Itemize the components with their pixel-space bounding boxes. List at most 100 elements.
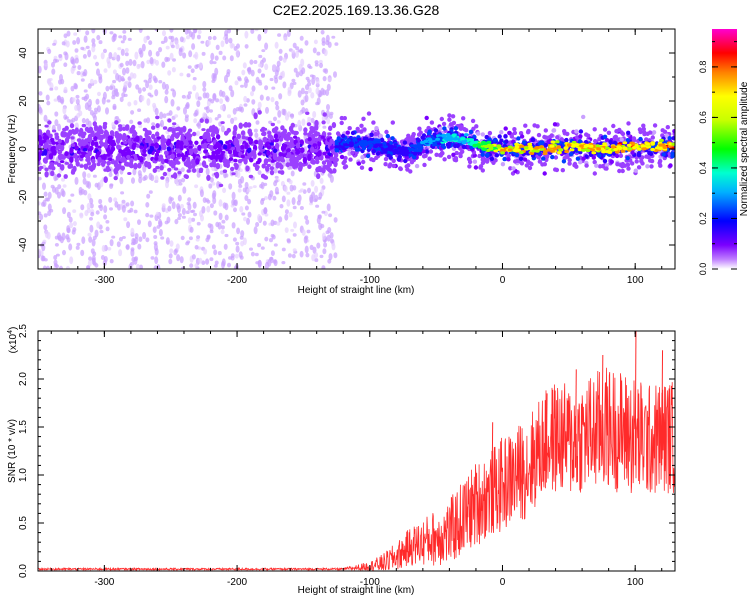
heatmap-cell <box>296 149 301 155</box>
heatmap-cell <box>519 144 525 148</box>
heatmap-cell <box>550 154 555 160</box>
heatmap-cell <box>383 162 388 167</box>
heatmap-cell <box>96 68 100 76</box>
heatmap-cell <box>165 83 169 91</box>
heatmap-cell <box>307 116 312 121</box>
heatmap-cell <box>251 85 256 92</box>
x-tick-label: 0 <box>500 275 506 286</box>
heatmap-cell <box>286 148 291 153</box>
snr-peak <box>491 422 494 522</box>
heatmap-cell <box>244 30 249 39</box>
heatmap-cell <box>186 35 190 40</box>
heatmap-cell <box>640 144 646 148</box>
x-tick-label: -300 <box>94 275 114 286</box>
heatmap-cell <box>326 203 331 212</box>
heatmap-cell <box>56 173 62 178</box>
heatmap-cell <box>550 140 556 144</box>
heatmap-cell <box>87 232 92 237</box>
heatmap-cell <box>434 152 439 157</box>
heatmap-cell <box>558 148 563 152</box>
heatmap-cell <box>177 171 182 175</box>
heatmap-cell <box>135 144 141 148</box>
heatmap-cell <box>112 33 117 41</box>
heatmap-cell <box>645 164 650 169</box>
heatmap-cell <box>184 141 189 147</box>
heatmap-cell <box>277 33 282 37</box>
heatmap-cell <box>127 37 132 42</box>
y-tick-label: 20 <box>18 95 29 107</box>
heatmap-cell <box>322 76 327 82</box>
heatmap-cell <box>160 236 165 240</box>
heatmap-cell <box>86 207 91 214</box>
heatmap-cell <box>453 126 459 131</box>
heatmap-cell <box>285 113 289 121</box>
heatmap-cell <box>262 136 268 143</box>
heatmap-cell <box>86 161 92 166</box>
heatmap-cell <box>556 145 561 149</box>
heatmap-cell <box>65 40 70 48</box>
heatmap-cell <box>218 183 224 188</box>
heatmap-cell <box>38 65 42 74</box>
heatmap-cell <box>146 135 152 143</box>
heatmap-cell <box>153 243 158 252</box>
heatmap-cell <box>347 126 352 131</box>
heatmap-cell <box>585 148 591 153</box>
heatmap-cell <box>96 34 101 41</box>
heatmap-cell <box>286 238 291 243</box>
heatmap-cell <box>228 85 233 91</box>
heatmap-cell <box>103 214 108 220</box>
heatmap-cell <box>601 150 606 154</box>
heatmap-cell <box>159 111 164 120</box>
heatmap-cell <box>263 29 268 34</box>
heatmap-cell <box>180 167 185 173</box>
heatmap-cell <box>301 67 306 75</box>
heatmap-cell <box>650 135 655 140</box>
heatmap-cell <box>334 42 339 46</box>
heatmap-cell <box>42 182 46 190</box>
heatmap-cell <box>268 120 273 125</box>
heatmap-cell <box>324 154 330 159</box>
heatmap-cell <box>75 94 80 99</box>
heatmap-cell <box>91 29 96 34</box>
heatmap-cell <box>231 172 236 176</box>
heatmap-cell <box>239 137 243 142</box>
heatmap-cell <box>179 145 184 151</box>
heatmap-cell <box>227 149 233 155</box>
heatmap-cell <box>298 63 303 71</box>
heatmap-cell <box>265 141 270 145</box>
heatmap-cell <box>98 73 103 80</box>
heatmap-cell <box>309 125 314 131</box>
heatmap-cell <box>531 149 537 153</box>
heatmap-cell <box>248 139 253 145</box>
heatmap-cell <box>362 136 368 141</box>
heatmap-cell <box>196 123 201 127</box>
heatmap-cell <box>237 188 242 193</box>
heatmap-cell <box>68 216 73 223</box>
heatmap-cell <box>301 107 306 114</box>
heatmap-cell <box>250 29 255 34</box>
heatmap-cell <box>234 80 239 86</box>
heatmap-cell <box>316 97 321 105</box>
heatmap-cell <box>354 147 360 152</box>
heatmap-cell <box>503 126 508 131</box>
heatmap-cell <box>127 138 132 144</box>
heatmap-cell <box>526 128 531 134</box>
heatmap-cell <box>186 134 192 141</box>
heatmap-cell <box>320 223 325 229</box>
heatmap-cell <box>124 47 129 53</box>
heatmap-cell <box>202 112 207 119</box>
heatmap-cell <box>92 174 97 178</box>
heatmap-cell <box>278 55 283 61</box>
heatmap-cell <box>560 168 565 173</box>
heatmap-cell <box>137 170 142 176</box>
heatmap-cell <box>57 191 61 199</box>
heatmap-cell <box>450 114 456 119</box>
heatmap-cell <box>119 62 124 68</box>
heatmap-cell <box>660 128 665 133</box>
heatmap-cell <box>131 143 136 151</box>
heatmap-cell <box>257 243 262 248</box>
heatmap-cell <box>292 205 297 210</box>
heatmap-cell <box>323 49 328 57</box>
heatmap-cell <box>143 36 148 44</box>
heatmap-cell <box>263 207 268 215</box>
